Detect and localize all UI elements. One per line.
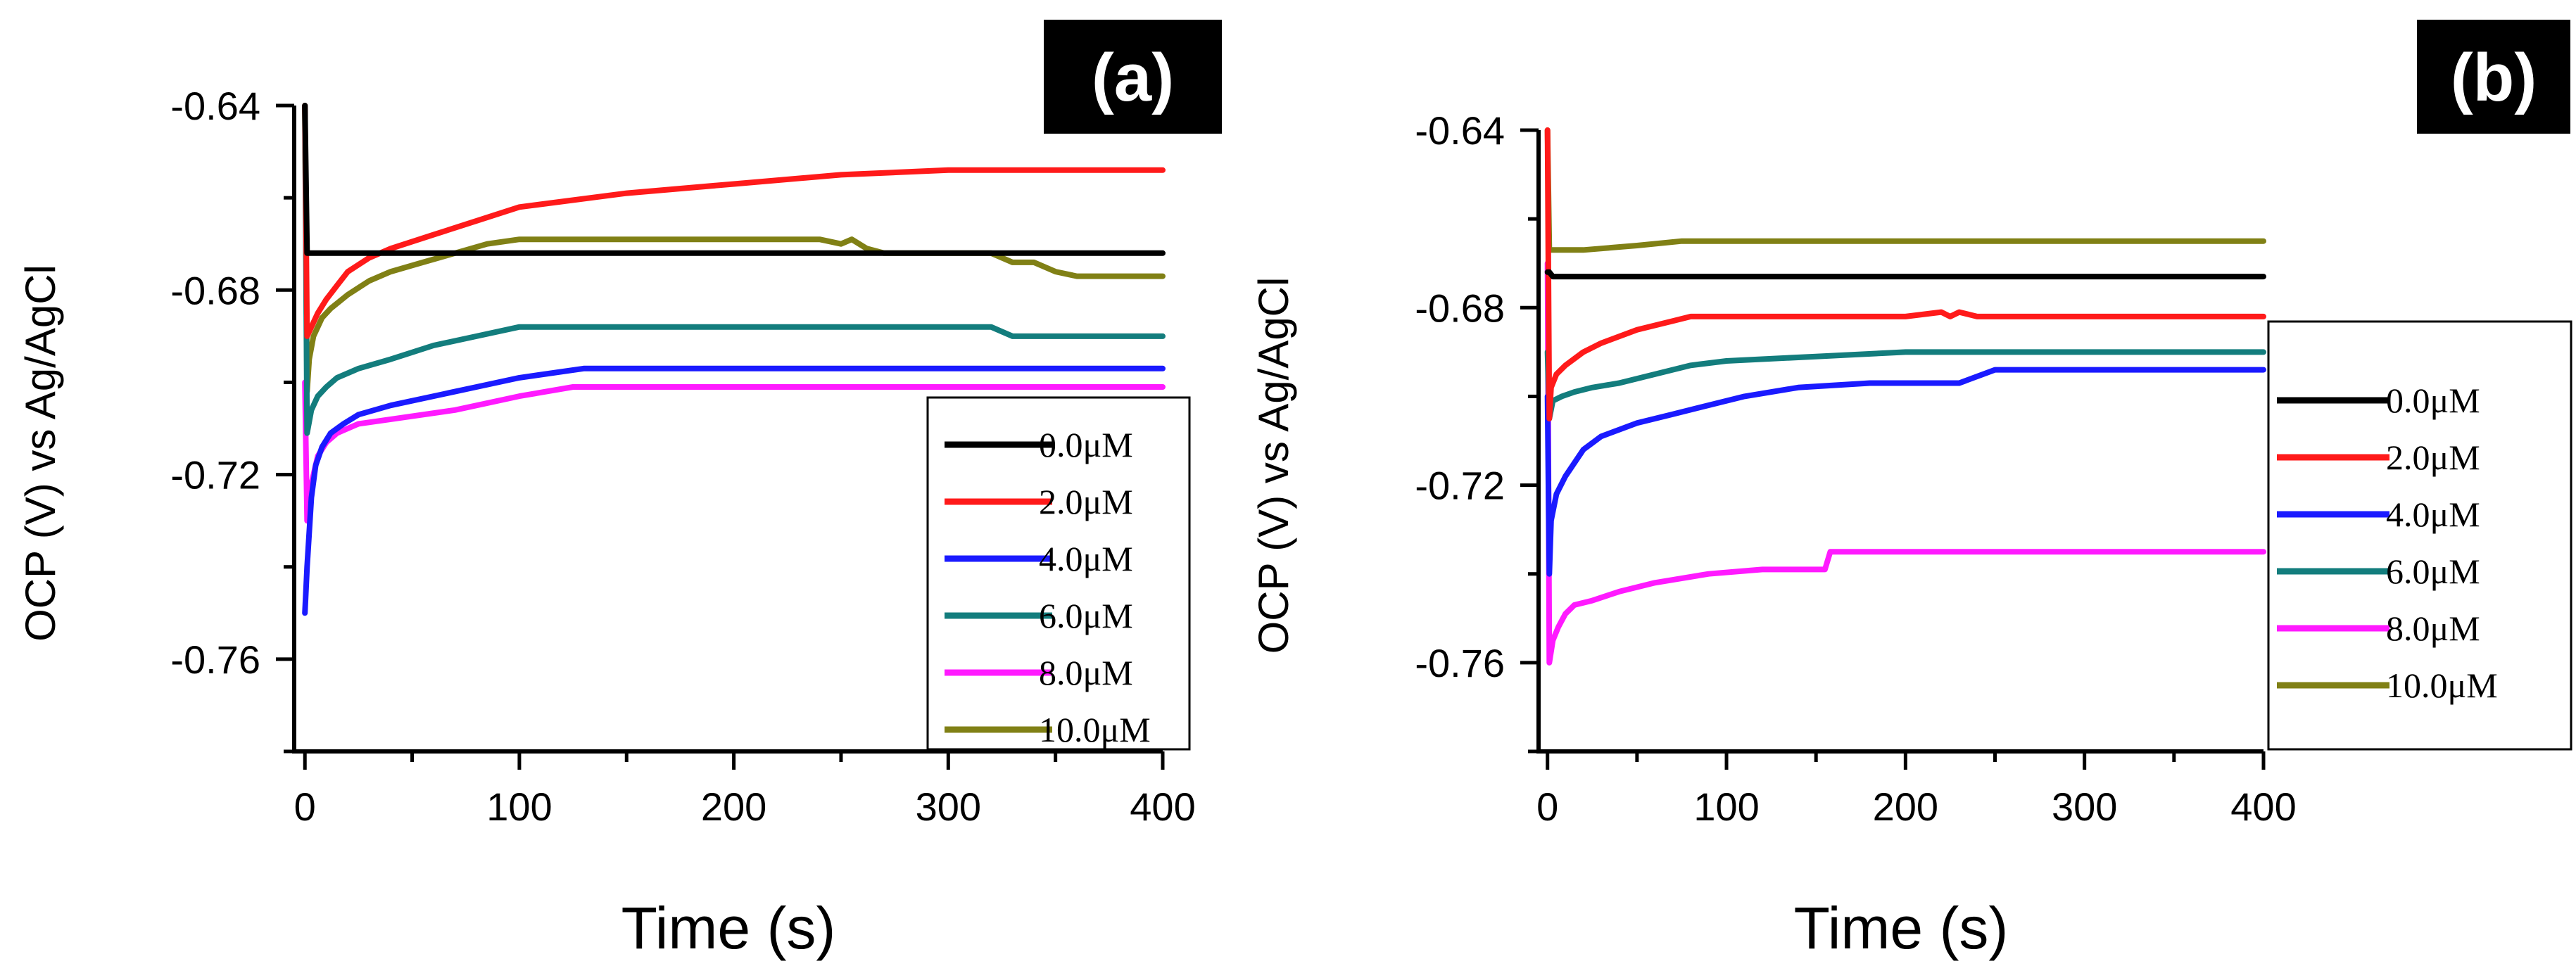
y-tick-label: -0.76 <box>1415 641 1505 685</box>
legend-label: 6.0μM <box>1039 596 1133 635</box>
x-axis-title: Time (s) <box>621 895 836 961</box>
series-line-6-0uM <box>1544 349 2266 421</box>
series-line-6-0uM <box>302 103 1166 436</box>
legend: 0.0μM 2.0μM 4.0μM 6.0μM 8.0μM 10.0μM <box>2267 320 2572 751</box>
x-axis-title: Time (s) <box>1794 895 2009 961</box>
series-line-0-0uM <box>302 103 1166 256</box>
legend-label: 2.0μM <box>2386 438 2480 477</box>
legend-box <box>2267 320 2572 751</box>
legend-label: 10.0μM <box>1039 710 1151 749</box>
panel-label: (b) <box>2451 40 2537 115</box>
legend-label: 4.0μM <box>1039 539 1133 578</box>
chart-panel-a: 0 100 200 300 400 -0.64 -0.68 -0.72 -0.76 Time (s… <box>17 20 1222 961</box>
legend-label: 2.0μM <box>1039 482 1133 521</box>
series-line-10-0uM <box>302 103 1166 395</box>
chart-panel-b: 0 100 200 300 400 -0.64 -0.68 -0.72 -0.76 Time (s… <box>1250 20 2572 961</box>
y-tick-label: -0.64 <box>170 84 260 128</box>
x-tick-label: 0 <box>294 784 316 829</box>
y-axis-title: OCP (V) vs Ag/AgCl <box>17 265 64 642</box>
x-tick-label: 200 <box>1873 784 1938 829</box>
legend-label: 0.0μM <box>1039 425 1133 464</box>
y-axis-title: OCP (V) vs Ag/AgCl <box>1250 277 1297 654</box>
panel-label-badge <box>2417 20 2570 134</box>
x-tick-label: 0 <box>1536 784 1558 829</box>
x-tick-label: 400 <box>2230 784 2296 829</box>
x-tick-label: 200 <box>701 784 766 829</box>
legend: 0.0μM 2.0μM 4.0μM 6.0μM 8.0μM 10.0μM <box>926 396 1191 751</box>
x-tick-label: 300 <box>916 784 981 829</box>
legend-label: 8.0μM <box>2386 609 2480 648</box>
series-line-10-0uM <box>1544 127 2266 253</box>
legend-label: 6.0μM <box>2386 552 2480 591</box>
y-tick-label: -0.76 <box>170 637 260 682</box>
legend-box <box>926 396 1191 751</box>
x-tick-label: 400 <box>1130 784 1195 829</box>
series-line-8-0uM <box>1544 260 2266 666</box>
x-tick-label: 100 <box>486 784 552 829</box>
y-tick-label: -0.64 <box>1415 108 1505 153</box>
panel-label: (a) <box>1092 40 1174 115</box>
series-line-4-0uM <box>1544 367 2266 577</box>
legend-label: 0.0μM <box>2386 381 2480 420</box>
series-line-0-0uM <box>1544 269 2266 280</box>
series-line-4-0uM <box>302 365 1166 616</box>
y-tick-label: -0.68 <box>170 268 260 312</box>
y-tick-label: -0.68 <box>1415 286 1505 330</box>
legend-label: 10.0μM <box>2386 666 2498 705</box>
panel-label-badge <box>1044 20 1222 134</box>
x-tick-label: 100 <box>1693 784 1759 829</box>
x-tick-label: 300 <box>2052 784 2117 829</box>
y-tick-label: -0.72 <box>170 453 260 497</box>
series-line-2-0uM <box>302 103 1166 339</box>
legend-label: 4.0μM <box>2386 495 2480 534</box>
y-tick-label: -0.72 <box>1415 464 1505 508</box>
series-line-2-0uM <box>1544 127 2266 421</box>
legend-label: 8.0μM <box>1039 653 1133 692</box>
